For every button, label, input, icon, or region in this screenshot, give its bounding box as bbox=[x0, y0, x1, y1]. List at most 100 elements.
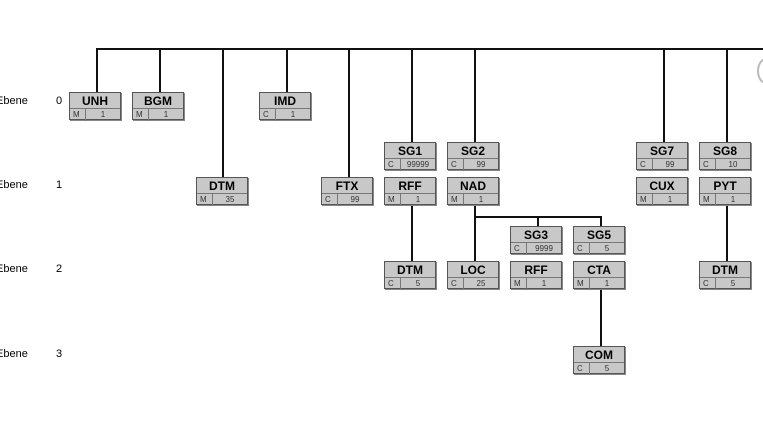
connector-line bbox=[286, 48, 288, 92]
level-label: Ebene bbox=[0, 348, 28, 360]
segment-status: M bbox=[637, 194, 653, 206]
segment-status: C bbox=[700, 278, 716, 290]
segment-repeat: 5 bbox=[604, 364, 610, 373]
segment-repeat: 5 bbox=[604, 244, 610, 253]
segment-sg1: SG1 C 99999 bbox=[384, 142, 436, 171]
connector-line bbox=[600, 216, 602, 226]
level-number: 1 bbox=[56, 179, 63, 191]
segment-status: C bbox=[260, 109, 276, 121]
connector-line bbox=[726, 205, 728, 261]
segment-name: SG1 bbox=[385, 143, 435, 159]
segment-cta: CTA M 1 bbox=[573, 261, 625, 290]
segment-name: COM bbox=[574, 347, 624, 363]
connector-line bbox=[222, 48, 224, 177]
segment-name: SG8 bbox=[700, 143, 750, 159]
segment-status: M bbox=[574, 278, 590, 290]
connector-line bbox=[474, 205, 476, 261]
segment-name: NAD bbox=[448, 178, 498, 194]
segment-status: C bbox=[385, 278, 401, 290]
segment-status: M bbox=[133, 109, 149, 121]
segment-rff: RFF M 1 bbox=[510, 261, 562, 290]
connector-line bbox=[726, 48, 728, 142]
segment-status: C bbox=[448, 159, 464, 171]
segment-status: M bbox=[700, 194, 716, 206]
level-number: 0 bbox=[56, 95, 63, 107]
segment-repeat: 99 bbox=[350, 195, 360, 204]
segment-repeat: 1 bbox=[100, 110, 106, 119]
segment-loc: LOC C 25 bbox=[447, 261, 499, 290]
segment-com: COM C 5 bbox=[573, 346, 625, 375]
segment-name: DTM bbox=[700, 262, 750, 278]
segment-status: M bbox=[70, 109, 86, 121]
segment-name: SG2 bbox=[448, 143, 498, 159]
segment-repeat: 9999 bbox=[535, 244, 553, 253]
connector-line bbox=[411, 205, 413, 261]
segment-name: DTM bbox=[197, 178, 247, 194]
segment-name: BGM bbox=[133, 93, 183, 109]
segment-dtm: DTM M 35 bbox=[196, 177, 248, 206]
segment-status: C bbox=[385, 159, 401, 171]
segment-name: SG7 bbox=[637, 143, 687, 159]
segment-name: IMD bbox=[260, 93, 310, 109]
segment-status: M bbox=[197, 194, 213, 206]
level-label: Ebene bbox=[0, 179, 28, 191]
segment-bgm: BGM M 1 bbox=[132, 92, 184, 121]
segment-name: SG5 bbox=[574, 227, 624, 243]
segment-sg5: SG5 C 5 bbox=[573, 226, 625, 255]
segment-name: CUX bbox=[637, 178, 687, 194]
segment-cux: CUX M 1 bbox=[636, 177, 688, 206]
segment-repeat: 5 bbox=[415, 279, 421, 288]
segment-name: RFF bbox=[511, 262, 561, 278]
segment-status: C bbox=[448, 278, 464, 290]
level-number: 2 bbox=[56, 263, 63, 275]
segment-status: C bbox=[637, 159, 653, 171]
connector-line bbox=[96, 48, 763, 50]
connector-line bbox=[159, 48, 161, 92]
segment-repeat: 5 bbox=[730, 279, 736, 288]
level-number: 3 bbox=[56, 348, 63, 360]
segment-imd: IMD C 1 bbox=[259, 92, 311, 121]
level-label: Ebene bbox=[0, 95, 28, 107]
segment-sg8: SG8 C 10 bbox=[699, 142, 751, 171]
segment-nad: NAD M 1 bbox=[447, 177, 499, 206]
segment-name: DTM bbox=[385, 262, 435, 278]
connector-line bbox=[411, 48, 413, 142]
segment-repeat: 1 bbox=[415, 195, 421, 204]
segment-status: M bbox=[448, 194, 464, 206]
segment-name: SG3 bbox=[511, 227, 561, 243]
segment-status: C bbox=[322, 194, 338, 206]
segment-repeat: 1 bbox=[290, 110, 296, 119]
segment-status: M bbox=[511, 278, 527, 290]
connector-line bbox=[474, 48, 476, 142]
segment-sg3: SG3 C 9999 bbox=[510, 226, 562, 255]
segment-repeat: 1 bbox=[478, 195, 484, 204]
connector-line bbox=[96, 48, 98, 92]
segment-status: C bbox=[574, 363, 590, 375]
connector-line bbox=[600, 290, 602, 346]
level-label: Ebene bbox=[0, 263, 28, 275]
segment-rff: RFF M 1 bbox=[384, 177, 436, 206]
segment-repeat: 25 bbox=[476, 279, 486, 288]
segment-repeat: 1 bbox=[604, 279, 610, 288]
segment-repeat: 35 bbox=[225, 195, 235, 204]
segment-dtm: DTM C 5 bbox=[699, 261, 751, 290]
segment-repeat: 1 bbox=[667, 195, 673, 204]
partial-circle-icon bbox=[757, 58, 763, 84]
segment-repeat: 1 bbox=[163, 110, 169, 119]
segment-name: CTA bbox=[574, 262, 624, 278]
segment-ftx: FTX C 99 bbox=[321, 177, 373, 206]
segment-status: C bbox=[574, 243, 590, 255]
segment-repeat: 99999 bbox=[406, 160, 430, 169]
segment-sg7: SG7 C 99 bbox=[636, 142, 688, 171]
segment-repeat: 1 bbox=[541, 279, 547, 288]
segment-status: C bbox=[700, 159, 716, 171]
segment-name: FTX bbox=[322, 178, 372, 194]
segment-name: RFF bbox=[385, 178, 435, 194]
segment-dtm: DTM C 5 bbox=[384, 261, 436, 290]
segment-status: C bbox=[511, 243, 527, 255]
segment-pyt: PYT M 1 bbox=[699, 177, 751, 206]
segment-name: LOC bbox=[448, 262, 498, 278]
segment-repeat: 99 bbox=[476, 160, 486, 169]
segment-sg2: SG2 C 99 bbox=[447, 142, 499, 171]
connector-line bbox=[537, 216, 539, 226]
